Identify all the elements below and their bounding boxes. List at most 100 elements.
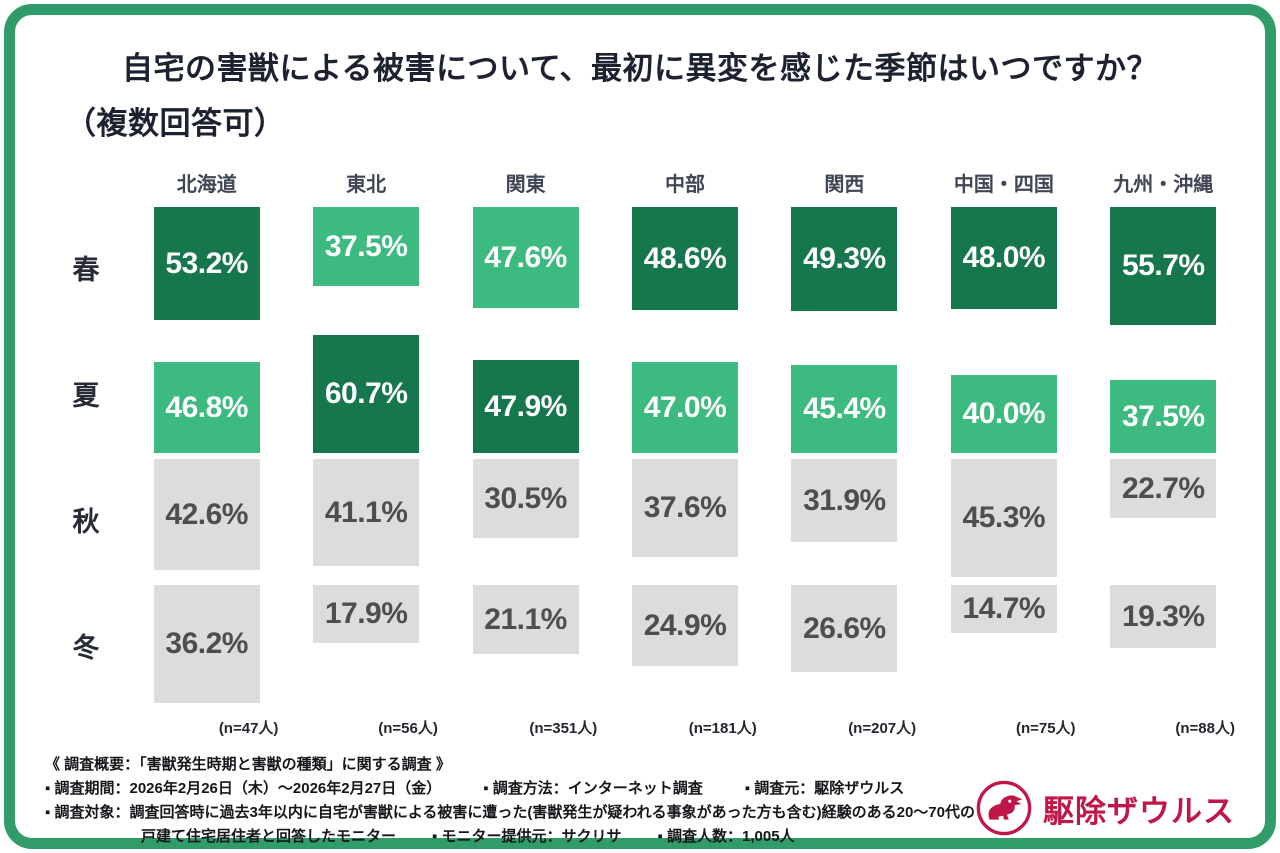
bar-夏-関西: 45.4% bbox=[791, 365, 898, 453]
bar-秋-九州・沖縄: 22.7% bbox=[1110, 459, 1217, 518]
season-label: 冬 bbox=[72, 632, 100, 663]
bar-冬-関西: 26.6% bbox=[791, 585, 898, 672]
title-line1: 自宅の害獣による被害について、最初に異変を感じた季節はいつですか？ bbox=[121, 51, 1159, 86]
chart-corner-spacer bbox=[45, 711, 127, 741]
survey-meta-item: ▪ 調査人数：1,005人 bbox=[657, 828, 795, 845]
region-label: 東北 bbox=[346, 174, 387, 196]
bar-value: 26.6% bbox=[803, 611, 886, 645]
bar-夏-北海道: 46.8% bbox=[153, 362, 260, 453]
bar-value: 31.9% bbox=[803, 483, 886, 517]
bar-value: 17.9% bbox=[324, 597, 408, 630]
bar-秋-関東: 30.5% bbox=[472, 459, 579, 538]
bar-cell: 42.6% bbox=[127, 459, 286, 579]
bar-value: 30.5% bbox=[484, 481, 567, 515]
bar-value: 24.9% bbox=[643, 608, 727, 642]
bar-value: 21.1% bbox=[484, 602, 567, 636]
bar-value: 45.3% bbox=[962, 501, 1046, 534]
sample-size-label: (n=88人) bbox=[1175, 720, 1235, 737]
bar-cell: 30.5% bbox=[446, 459, 605, 579]
infographic-frame: 自宅の害獣による被害について、最初に異変を感じた季節はいつですか？ （複数回答可… bbox=[4, 4, 1276, 849]
survey-meta-item: 戸建て住宅居住者と回答したモニター bbox=[141, 828, 397, 845]
season-label: 秋 bbox=[72, 506, 100, 537]
bar-cell: 26.6% bbox=[765, 585, 924, 705]
region-label: 関西 bbox=[824, 174, 865, 196]
survey-overview-heading: 《 調査概要：「害獣発生時期と害獣の種類」に関する調査 》 bbox=[45, 756, 451, 773]
bar-春-関西: 49.3% bbox=[791, 207, 898, 311]
survey-meta-row-2: 戸建て住宅居住者と回答したモニター ▪ モニター提供元：サクリサ ▪ 調査人数：1,… bbox=[141, 827, 1015, 846]
survey-target-line: ▪ 調査対象：調査回答時に過去3年以内に自宅が害獣による被害に遭った(害獣発生が… bbox=[45, 804, 975, 821]
sample-size-label: (n=207人) bbox=[848, 720, 917, 737]
bar-value: 46.8% bbox=[165, 390, 248, 424]
bar-cell: 19.3% bbox=[1084, 585, 1243, 705]
bar-cell: 37.5% bbox=[286, 207, 445, 327]
bar-value: 37.5% bbox=[324, 229, 408, 263]
bar-夏-九州・沖縄: 37.5% bbox=[1110, 380, 1217, 453]
survey-notes: 《 調査概要：「害獣発生時期と害獣の種類」に関する調査 》 ▪ 調査期間：202… bbox=[45, 755, 1015, 851]
bar-cell: 47.0% bbox=[605, 333, 764, 453]
region-label: 関東 bbox=[505, 174, 546, 196]
bar-cell: 48.0% bbox=[924, 207, 1083, 327]
survey-meta-item: ▪ 調査期間：2026年2月26日（木）〜2026年2月27日（金） bbox=[45, 780, 442, 797]
bar-春-東北: 37.5% bbox=[313, 207, 420, 286]
page-title: 自宅の害獣による被害について、最初に異変を感じた季節はいつですか？ （複数回答可… bbox=[15, 43, 1265, 143]
bar-秋-東北: 41.1% bbox=[313, 459, 420, 566]
bar-cell: 17.9% bbox=[286, 585, 445, 705]
bar-value: 60.7% bbox=[324, 377, 408, 410]
sample-size-label: (n=56人) bbox=[378, 720, 438, 737]
bar-value: 53.2% bbox=[165, 246, 248, 280]
seasonal-bar-chart: 北海道 東北 関東 中部 関西 中国・四国 九州・沖縄春 53.2% 37.5% 47.6% 48.… bbox=[45, 161, 1243, 741]
region-label: 中部 bbox=[664, 174, 705, 196]
chart-corner-spacer bbox=[45, 161, 127, 201]
survey-meta-item: ▪ 調査元：駆除ザウルス bbox=[744, 780, 905, 797]
region-label: 中国・四国 bbox=[953, 174, 1054, 196]
bar-冬-中国・四国: 14.7% bbox=[950, 585, 1057, 633]
survey-meta-item: ▪ モニター提供元：サクリサ bbox=[432, 828, 622, 845]
season-label: 春 bbox=[72, 254, 100, 285]
dinosaur-logo-icon bbox=[976, 780, 1032, 836]
bar-cell: 37.5% bbox=[1084, 333, 1243, 453]
bar-value: 48.6% bbox=[643, 241, 727, 275]
bar-cell: 24.9% bbox=[605, 585, 764, 705]
region-label: 九州・沖縄 bbox=[1113, 174, 1214, 196]
bar-冬-東北: 17.9% bbox=[313, 585, 420, 643]
bar-夏-中部: 47.0% bbox=[631, 362, 738, 453]
bar-value: 42.6% bbox=[165, 497, 248, 531]
bar-夏-東北: 60.7% bbox=[313, 335, 420, 453]
bar-冬-関東: 21.1% bbox=[472, 585, 579, 654]
bar-冬-中部: 24.9% bbox=[631, 585, 738, 666]
bar-秋-中国・四国: 45.3% bbox=[950, 459, 1057, 577]
bar-冬-北海道: 36.2% bbox=[153, 585, 260, 703]
bar-value: 22.7% bbox=[1121, 471, 1205, 505]
bar-cell: 53.2% bbox=[127, 207, 286, 327]
bar-秋-関西: 31.9% bbox=[791, 459, 898, 542]
bar-cell: 55.7% bbox=[1084, 207, 1243, 327]
bar-value: 47.0% bbox=[643, 390, 727, 424]
survey-meta-item: ▪ 調査方法：インターネット調査 bbox=[483, 780, 703, 797]
bar-value: 36.2% bbox=[165, 627, 248, 660]
brand-logo: 駆除ザウルス bbox=[975, 779, 1235, 837]
bar-cell: 47.9% bbox=[446, 333, 605, 453]
bar-cell: 47.6% bbox=[446, 207, 605, 327]
bar-value: 48.0% bbox=[962, 241, 1046, 274]
bar-value: 55.7% bbox=[1121, 249, 1205, 282]
bar-秋-北海道: 42.6% bbox=[153, 459, 260, 570]
bar-cell: 45.4% bbox=[765, 333, 924, 453]
sample-size-label: (n=75人) bbox=[1015, 720, 1076, 737]
bar-春-北海道: 53.2% bbox=[153, 207, 260, 320]
bar-春-中部: 48.6% bbox=[631, 207, 738, 310]
season-label: 夏 bbox=[72, 380, 100, 411]
sample-size-label: (n=351人) bbox=[529, 720, 598, 737]
bar-cell: 45.3% bbox=[924, 459, 1083, 579]
bar-value: 14.7% bbox=[962, 592, 1046, 625]
bar-冬-九州・沖縄: 19.3% bbox=[1110, 585, 1217, 648]
bar-cell: 41.1% bbox=[286, 459, 445, 579]
bar-春-関東: 47.6% bbox=[472, 207, 579, 308]
bar-cell: 37.6% bbox=[605, 459, 764, 579]
bar-夏-関東: 47.9% bbox=[472, 360, 579, 453]
title-line2: （複数回答可） bbox=[65, 106, 286, 141]
bar-春-九州・沖縄: 55.7% bbox=[1110, 207, 1217, 325]
bar-value: 37.5% bbox=[1121, 399, 1205, 433]
bar-value: 41.1% bbox=[324, 495, 408, 529]
bar-value: 37.6% bbox=[643, 491, 727, 524]
bar-cell: 46.8% bbox=[127, 333, 286, 453]
